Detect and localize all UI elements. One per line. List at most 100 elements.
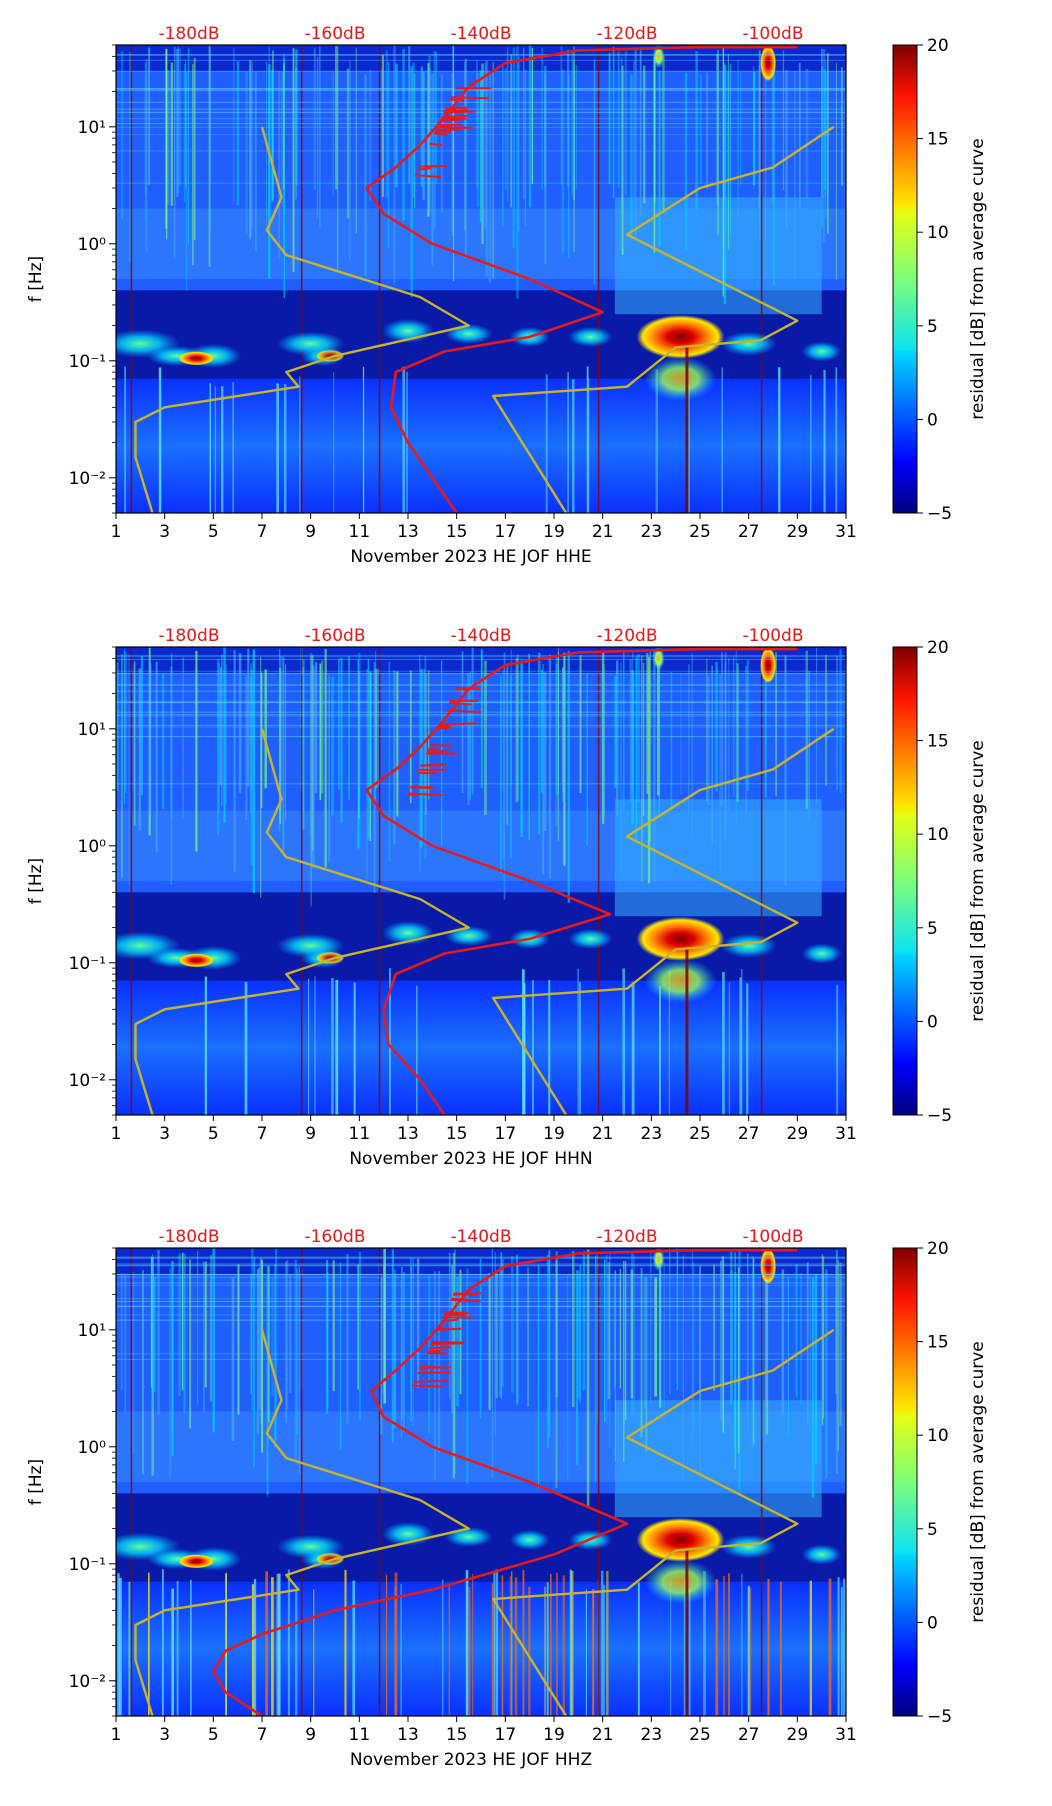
low-frequency-streak [571, 1570, 574, 1716]
striation [557, 647, 560, 795]
low-frequency-streak [117, 1573, 120, 1716]
striation [566, 49, 570, 187]
striation [488, 72, 492, 283]
average-curve-spike [429, 744, 452, 747]
colorbar-tick-label: 20 [927, 36, 949, 56]
high-noise-model [492, 1328, 835, 1716]
low-frequency-streak [299, 376, 301, 513]
striation [173, 46, 176, 258]
striation [420, 669, 423, 848]
average-curve-spike [417, 1371, 451, 1375]
striation [326, 1259, 329, 1415]
striation [567, 650, 570, 903]
striation [249, 65, 252, 241]
striation [647, 656, 651, 884]
average-curve-spike [445, 709, 482, 713]
striation [544, 65, 547, 265]
low-frequency-streak [637, 1582, 640, 1716]
low-frequency-streak [528, 1586, 531, 1716]
low-noise-model [134, 728, 470, 1115]
average-curve-spike [428, 1346, 451, 1350]
striation [148, 47, 151, 185]
low-frequency-streak [728, 1573, 730, 1716]
striation [464, 58, 467, 259]
average-curve-spike [449, 98, 465, 103]
low-frequency-streak [221, 386, 224, 513]
transient-line [760, 45, 763, 513]
low-frequency-streak [567, 372, 569, 513]
striation [659, 1249, 662, 1408]
striation [573, 59, 575, 252]
x-tick-label: 25 [689, 1124, 711, 1144]
x-tick-label: 27 [738, 1124, 760, 1144]
striation [557, 652, 560, 841]
low-frequency-streak [352, 1580, 356, 1716]
low-frequency-streak [509, 1576, 511, 1716]
average-curve-spike [437, 123, 463, 127]
striation [274, 1264, 276, 1448]
low-frequency-streak [225, 1572, 227, 1716]
striation [466, 1268, 469, 1485]
low-frequency-streak [468, 1587, 471, 1716]
spectral-line [116, 59, 846, 61]
striation [377, 668, 380, 788]
spectral-line [116, 1305, 846, 1307]
spectral-line [116, 123, 846, 125]
striation [129, 51, 132, 263]
average-curve-spike [453, 1292, 482, 1296]
low-frequency-streak [562, 1575, 565, 1716]
striation [335, 45, 338, 190]
microseism-peak [178, 953, 215, 968]
striation [209, 47, 211, 185]
low-frequency-streak [232, 381, 235, 513]
x-tick-label: 7 [257, 522, 268, 542]
spectral-line [116, 1300, 846, 1302]
x-tick-label: 15 [446, 522, 468, 542]
striation [646, 652, 649, 795]
x-tick-label: 5 [208, 1124, 219, 1144]
average-curve-spike [436, 125, 450, 129]
y-tick-label: 10⁻¹ [69, 1555, 106, 1575]
striation [548, 1250, 551, 1438]
striation [408, 46, 411, 184]
striation [784, 655, 787, 885]
low-frequency-streak [767, 1579, 770, 1716]
db-scale-label: -160dB [304, 24, 365, 44]
striation [133, 664, 135, 791]
striation [237, 1264, 240, 1415]
low-frequency-streak [601, 1570, 604, 1716]
storm-peak [636, 1517, 725, 1562]
striation [706, 72, 709, 190]
striation [575, 65, 578, 190]
striation [152, 1254, 154, 1403]
striation [324, 648, 327, 868]
striation [338, 658, 340, 789]
colorbar-tick-label: 20 [927, 638, 949, 658]
low-frequency-band [116, 378, 846, 513]
colorbar-tick-label: 20 [927, 1239, 949, 1259]
striation [506, 47, 509, 202]
striation [358, 1251, 362, 1421]
low-frequency-streak [394, 1572, 398, 1716]
striation [517, 56, 520, 232]
average-curve-spike [450, 96, 489, 100]
striation [393, 670, 396, 845]
average-curve-spike [437, 1327, 462, 1331]
x-tick-label: 23 [641, 1725, 663, 1745]
low-frequency-streak [779, 1581, 782, 1716]
low-noise-model [134, 1329, 470, 1716]
colorbar-tick-label: 0 [927, 410, 938, 430]
striation [471, 647, 474, 795]
average-curve-spike [418, 164, 448, 168]
x-tick-label: 17 [495, 1124, 517, 1144]
spectral-line [116, 1257, 846, 1259]
colorbar-tick-label: 10 [927, 223, 949, 243]
spectral-line [116, 783, 846, 785]
striation [459, 1269, 462, 1395]
striation [722, 1256, 725, 1433]
average-curve-spike [444, 108, 468, 113]
spectral-line [116, 88, 846, 90]
striation [123, 649, 126, 804]
y-tick-label: 10⁻² [69, 1672, 106, 1692]
striation [821, 66, 824, 228]
